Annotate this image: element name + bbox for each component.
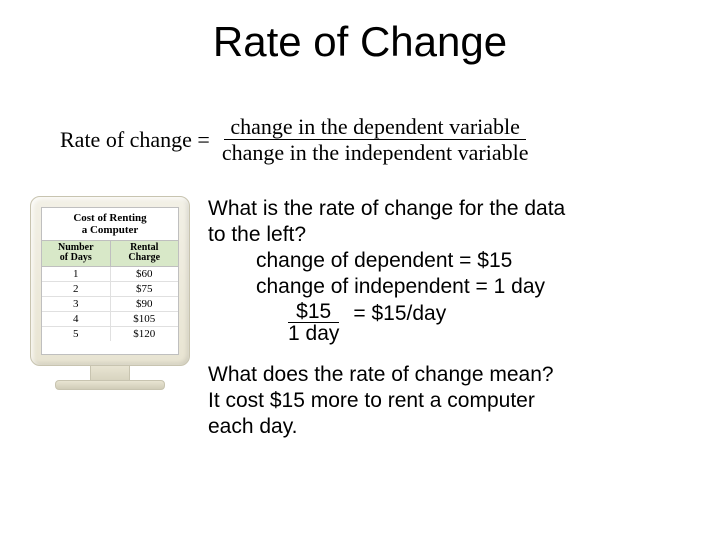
- question1-line2: to the left?: [208, 222, 720, 248]
- col-header-days: Number of Days: [42, 241, 111, 266]
- content-row: Cost of Renting a Computer Number of Day…: [0, 196, 720, 441]
- cell-charge: $120: [111, 327, 179, 341]
- formula-denominator: change in the independent variable: [216, 140, 535, 165]
- question1-line1: What is the rate of change for the data: [208, 196, 720, 222]
- table-row: 1 $60: [42, 267, 178, 282]
- page-title: Rate of Change: [0, 18, 720, 66]
- cell-charge: $105: [111, 312, 179, 326]
- formula: Rate of change = change in the dependent…: [60, 114, 720, 166]
- explanation-text: What is the rate of change for the data …: [190, 196, 720, 441]
- frac-denominator: 1 day: [280, 323, 347, 344]
- frac-equals: = $15/day: [353, 301, 446, 327]
- monitor-base: [55, 380, 165, 390]
- table-row: 4 $105: [42, 312, 178, 327]
- monitor-frame: Cost of Renting a Computer Number of Day…: [30, 196, 190, 366]
- cell-charge: $60: [111, 267, 179, 281]
- cell-days: 3: [42, 297, 111, 311]
- independent-line: change of independent = 1 day: [208, 274, 720, 300]
- answer-line2: each day.: [208, 414, 720, 440]
- formula-numerator: change in the dependent variable: [224, 114, 526, 140]
- dependent-line: change of dependent = $15: [208, 248, 720, 274]
- data-table: Number of Days Rental Charge 1 $60 2: [42, 240, 178, 354]
- table-title-line1: Cost of Renting: [73, 212, 146, 224]
- table-row: 2 $75: [42, 282, 178, 297]
- formula-fraction: change in the dependent variable change …: [216, 114, 535, 166]
- table-header: Number of Days Rental Charge: [42, 240, 178, 267]
- monitor-screen: Cost of Renting a Computer Number of Day…: [41, 207, 179, 355]
- cell-charge: $90: [111, 297, 179, 311]
- table-row: 3 $90: [42, 297, 178, 312]
- question2: What does the rate of change mean?: [208, 362, 720, 388]
- table-title: Cost of Renting a Computer: [42, 208, 178, 240]
- cell-days: 4: [42, 312, 111, 326]
- formula-left: Rate of change =: [60, 127, 216, 153]
- frac-numerator: $15: [288, 301, 339, 323]
- monitor-stand: [90, 366, 130, 380]
- table-row: 5 $120: [42, 327, 178, 341]
- cell-days: 1: [42, 267, 111, 281]
- fraction-result: $15 1 day = $15/day: [208, 301, 720, 344]
- cell-charge: $75: [111, 282, 179, 296]
- computer-illustration: Cost of Renting a Computer Number of Day…: [0, 196, 190, 390]
- cell-days: 5: [42, 327, 111, 341]
- cell-days: 2: [42, 282, 111, 296]
- answer-line1: It cost $15 more to rent a computer: [208, 388, 720, 414]
- col-header-charge: Rental Charge: [111, 241, 179, 266]
- table-title-line2: a Computer: [82, 224, 139, 236]
